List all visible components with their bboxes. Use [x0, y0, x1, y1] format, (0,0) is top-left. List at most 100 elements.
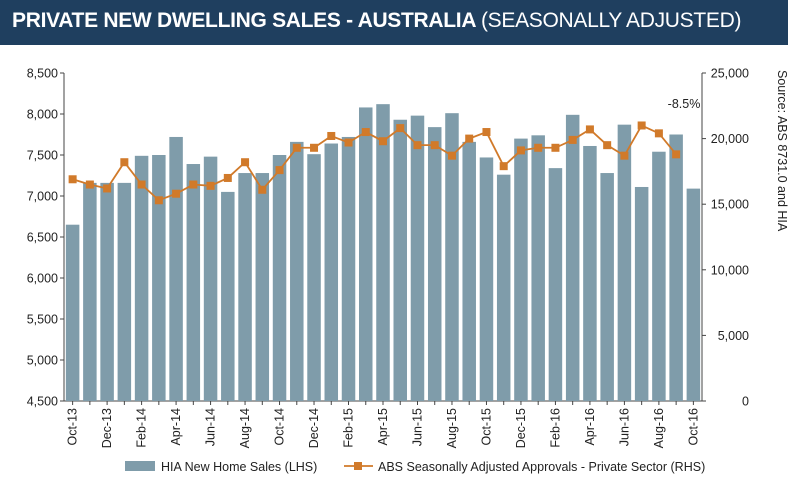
bar — [134, 155, 149, 401]
approvals-marker — [172, 189, 181, 198]
approvals-marker — [275, 166, 284, 175]
bar — [65, 224, 80, 401]
bar — [272, 155, 287, 401]
x-tick-label: Jun-15 — [410, 408, 424, 446]
x-tick-label: Apr-16 — [583, 408, 597, 446]
approvals-marker — [672, 150, 681, 159]
bar — [186, 164, 201, 401]
approvals-marker — [620, 151, 629, 160]
chart-title-sub: (SEASONALLY ADJUSTED) — [480, 9, 742, 32]
approvals-marker — [85, 180, 94, 189]
approvals-marker — [137, 180, 146, 189]
bar — [290, 141, 304, 401]
bar — [221, 191, 235, 401]
bar — [583, 145, 597, 401]
x-tick-label: Aug-16 — [652, 408, 666, 448]
bar — [669, 134, 683, 401]
legend-bar-label: HIA New Home Sales (LHS) — [161, 460, 317, 474]
approvals-marker — [465, 134, 474, 143]
right-tick-label: 0 — [742, 395, 749, 409]
x-tick-label: Dec-15 — [514, 408, 528, 448]
bar — [565, 114, 580, 401]
bar — [117, 182, 132, 401]
x-tick-label: Jun-16 — [617, 408, 631, 446]
x-tick-label: Aug-15 — [445, 408, 459, 448]
approvals-marker — [585, 125, 594, 134]
approvals-marker — [103, 184, 112, 193]
left-tick-label: 7,000 — [27, 190, 58, 204]
bar — [410, 115, 425, 401]
change-annotation: -8.5% — [668, 97, 701, 111]
approvals-marker — [223, 173, 232, 182]
x-tick-label: Oct-14 — [273, 408, 287, 446]
left-tick-label: 8,000 — [27, 108, 58, 122]
approvals-marker — [206, 181, 215, 190]
x-tick-label: Feb-15 — [342, 408, 356, 448]
approvals-marker — [361, 128, 370, 137]
x-tick-label: Apr-14 — [169, 408, 183, 446]
left-tick-label: 8,500 — [27, 67, 58, 81]
source-note: Source: ABS 8731.0 and HIA — [775, 70, 788, 232]
title-banner: PRIVATE NEW DWELLING SALES - AUSTRALIA (… — [0, 0, 788, 45]
approvals-marker — [310, 143, 319, 152]
approvals-marker — [516, 146, 525, 155]
bar — [376, 104, 390, 401]
right-tick-label: 5,000 — [718, 329, 749, 343]
left-tick-label: 7,500 — [27, 149, 58, 163]
bar — [393, 119, 407, 402]
right-tick-label: 20,000 — [711, 132, 749, 146]
approvals-marker — [430, 141, 439, 150]
approvals-marker — [120, 158, 129, 167]
x-tick-label: Dec-13 — [100, 408, 114, 448]
bar — [255, 173, 270, 401]
left-tick-label: 5,000 — [27, 354, 58, 368]
bar — [83, 182, 97, 401]
approvals-marker — [327, 131, 336, 140]
approvals-marker — [637, 121, 646, 130]
x-tick-label: Dec-14 — [307, 408, 321, 448]
approvals-marker — [603, 141, 612, 150]
bar — [462, 141, 476, 401]
bar — [617, 124, 632, 401]
bar — [238, 173, 252, 401]
bar — [496, 174, 511, 401]
bar — [169, 136, 183, 401]
legend-bar-swatch — [125, 461, 155, 471]
approvals-marker — [568, 135, 577, 144]
approvals-marker — [396, 124, 405, 133]
approvals-marker — [379, 137, 387, 146]
bar — [548, 168, 563, 401]
bar — [686, 188, 701, 401]
bar — [203, 156, 218, 401]
bar — [652, 151, 666, 401]
left-tick-label: 4,500 — [27, 395, 58, 409]
approvals-marker — [344, 138, 353, 147]
x-tick-label: Feb-14 — [135, 408, 149, 448]
bar — [600, 173, 614, 401]
x-tick-label: Oct-13 — [66, 408, 80, 446]
right-tick-label: 25,000 — [711, 67, 749, 81]
approvals-marker — [154, 196, 163, 205]
approvals-marker — [654, 129, 663, 138]
bar — [324, 143, 339, 401]
legend-line-marker — [354, 462, 362, 470]
chart-title: PRIVATE NEW DWELLING SALES - AUSTRALIA (… — [12, 9, 741, 33]
x-tick-label: Oct-16 — [686, 408, 700, 446]
bar — [359, 107, 373, 401]
bar — [514, 138, 528, 401]
approvals-marker — [68, 175, 77, 184]
approvals-marker — [447, 151, 456, 160]
legend-line-label: ABS Seasonally Adjusted Approvals - Priv… — [378, 460, 705, 474]
right-tick-label: 10,000 — [711, 263, 749, 277]
right-tick-label: 15,000 — [711, 198, 749, 212]
bar — [445, 113, 459, 402]
left-tick-label: 5,500 — [27, 313, 58, 327]
bar — [307, 154, 321, 401]
approvals-marker — [534, 143, 543, 152]
bar — [634, 186, 649, 401]
approvals-marker — [241, 158, 250, 167]
approvals-marker — [258, 185, 267, 194]
x-tick-label: Aug-14 — [238, 408, 252, 448]
left-tick-label: 6,500 — [27, 231, 58, 245]
